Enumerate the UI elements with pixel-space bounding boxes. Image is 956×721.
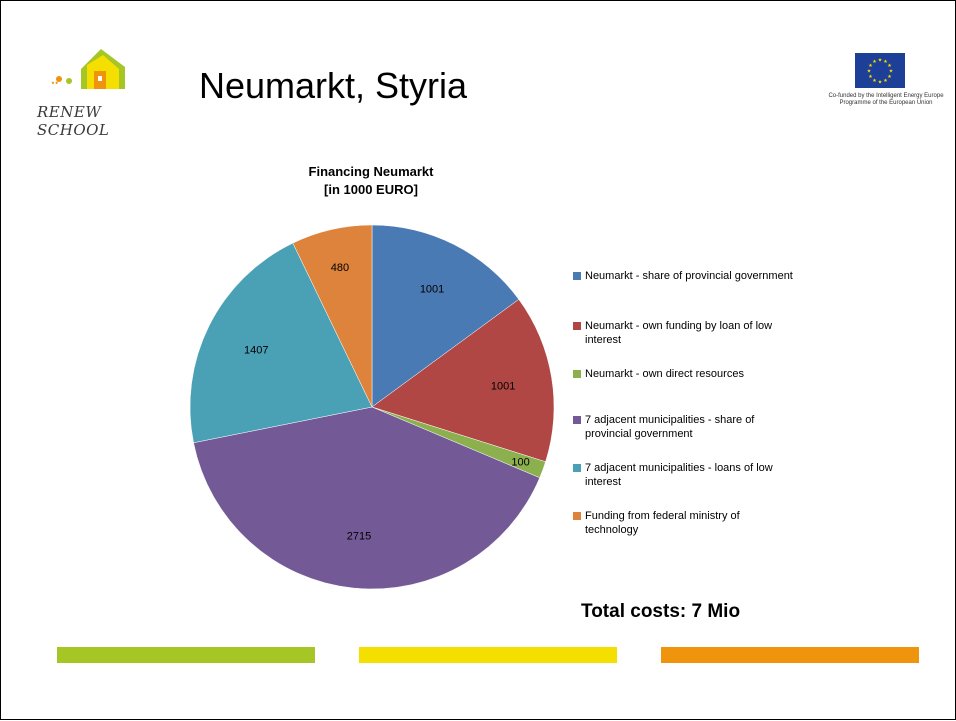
eu-star-icon: ★ xyxy=(868,74,873,80)
eu-star-icon: ★ xyxy=(889,69,894,75)
pie-slice xyxy=(292,224,373,408)
total-costs: Total costs: 7 Mio xyxy=(581,601,741,622)
pie-slice xyxy=(193,406,541,590)
chart-title-line-2: [in 1000 EURO] xyxy=(324,182,418,197)
eu-star-icon: ★ xyxy=(872,59,877,65)
chart-title-line-1: Financing Neumarkt xyxy=(308,164,434,179)
eu-star-icon: ★ xyxy=(887,74,892,80)
pie-data-label: 480 xyxy=(331,262,349,274)
eu-star-icon: ★ xyxy=(878,80,883,86)
legend-swatch xyxy=(573,416,581,424)
logo-text: RENEW SCHOOL xyxy=(37,103,110,139)
pie-data-label: 100 xyxy=(511,457,529,469)
pie-slice xyxy=(371,224,520,408)
footer-bar-green xyxy=(57,647,315,663)
legend-label: 7 adjacent municipalities - share of pro… xyxy=(585,414,755,440)
legend-label: Neumarkt - own funding by loan of low in… xyxy=(585,320,773,346)
pie-slice xyxy=(189,242,373,444)
footer-bar-orange xyxy=(661,647,919,663)
eu-star-icon: ★ xyxy=(872,78,877,84)
eu-cofunding-badge: ★ ★ ★ ★ ★ ★ ★ ★ ★ ★ ★ ★ Co-funded by the Intelligen… xyxy=(821,53,956,113)
eu-caption: Co-funded by the Intelligent Energy Euro… xyxy=(828,93,944,106)
eu-star-icon: ★ xyxy=(867,69,872,75)
eu-star-icon: ★ xyxy=(887,63,892,69)
legend-swatch xyxy=(573,370,581,378)
house-logo-icon: ꞏꞏ xyxy=(51,49,125,90)
eu-star-icon: ★ xyxy=(868,63,873,69)
slide-title: Neumarkt, Styria xyxy=(199,65,468,106)
legend-swatch xyxy=(573,464,581,472)
pie-data-label: 2715 xyxy=(347,531,371,543)
legend-label: Funding from federal ministry of technol… xyxy=(585,510,740,536)
legend-swatch xyxy=(573,272,581,280)
eu-star-icon: ★ xyxy=(883,59,888,65)
legend-label: 7 adjacent municipalities - loans of low… xyxy=(585,462,773,488)
pie-data-label: 1001 xyxy=(420,283,444,295)
legend-swatch xyxy=(573,322,581,330)
pie-data-label: 1407 xyxy=(244,344,268,356)
legend-swatch xyxy=(573,512,581,520)
footer-bar-yellow xyxy=(359,647,617,663)
legend-label: Neumarkt - own direct resources xyxy=(585,368,744,380)
chart-title: Financing Neumarkt [in 1000 EURO] xyxy=(271,163,471,199)
eu-flag-icon: ★ ★ ★ ★ ★ ★ ★ ★ ★ ★ ★ ★ xyxy=(855,53,905,88)
renew-school-logo: ꞏꞏ RENEW SCHOOL xyxy=(37,41,167,139)
pie-data-label: 1001 xyxy=(491,380,515,392)
svg-text:ꞏꞏ: ꞏꞏ xyxy=(51,76,58,90)
eu-star-icon: ★ xyxy=(878,58,883,64)
legend-label: Neumarkt - share of provincial governmen… xyxy=(585,270,793,282)
eu-star-icon: ★ xyxy=(883,78,888,84)
